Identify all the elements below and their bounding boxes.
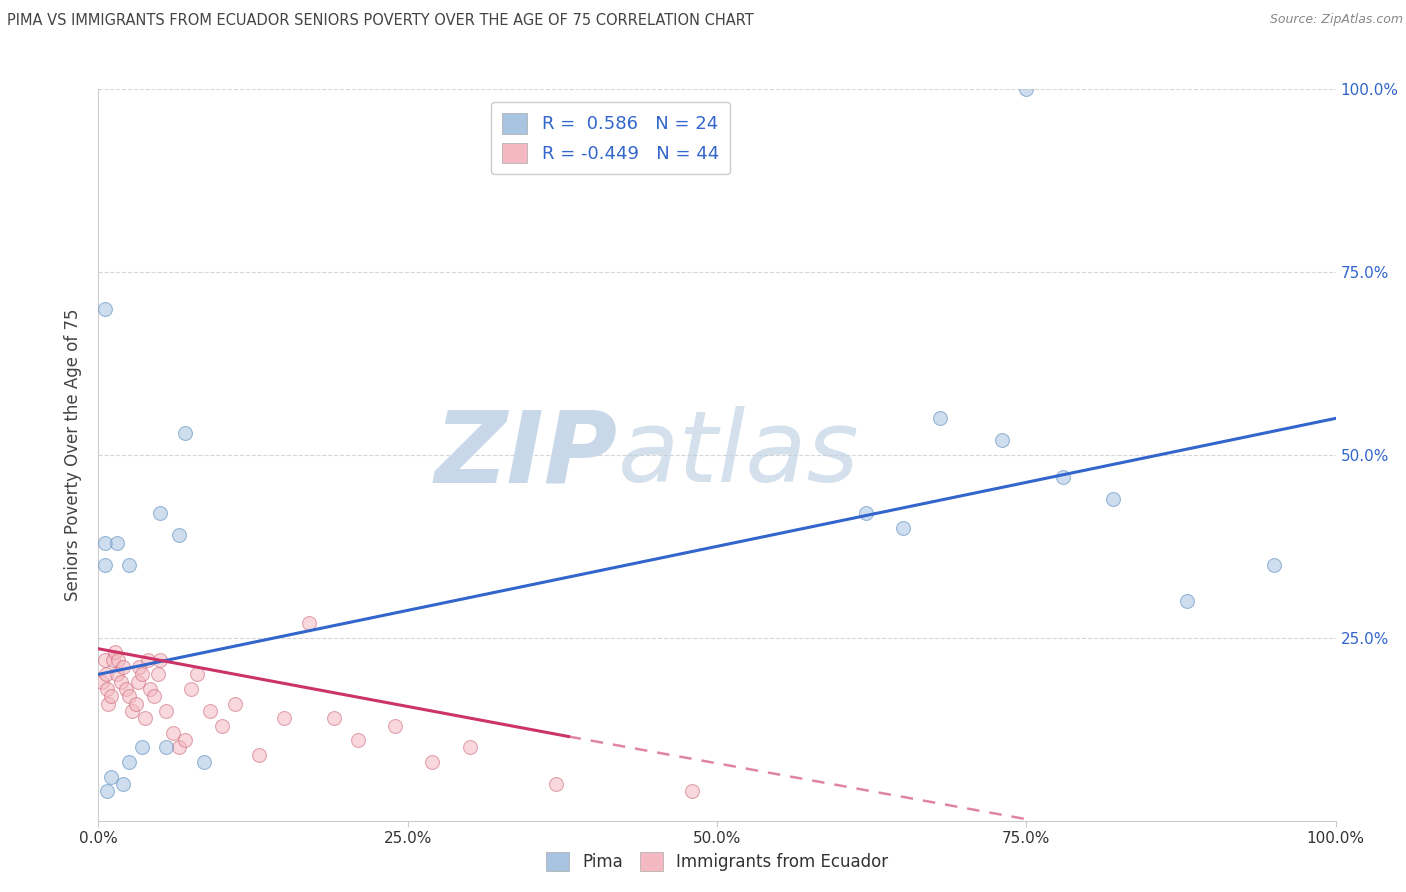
Point: [891, 521, 914, 535]
Point: [118, 755, 141, 769]
Point: [990, 434, 1012, 448]
Text: Source: ZipAtlas.com: Source: ZipAtlas.com: [1270, 13, 1403, 27]
Point: [681, 784, 703, 798]
Point: [91, 674, 114, 689]
Point: [131, 740, 153, 755]
Point: [100, 770, 122, 784]
Point: [94, 667, 117, 681]
Point: [105, 667, 128, 681]
Point: [112, 660, 135, 674]
Point: [103, 645, 125, 659]
Point: [105, 535, 128, 549]
Point: [273, 711, 295, 725]
Point: [96, 681, 118, 696]
Text: PIMA VS IMMIGRANTS FROM ECUADOR SENIORS POVERTY OVER THE AGE OF 75 CORRELATION C: PIMA VS IMMIGRANTS FROM ECUADOR SENIORS …: [7, 13, 754, 29]
Point: [149, 507, 172, 521]
Point: [136, 653, 159, 667]
Point: [422, 755, 444, 769]
Text: ZIP: ZIP: [434, 407, 619, 503]
Point: [224, 697, 246, 711]
Text: atlas: atlas: [619, 407, 859, 503]
Point: [247, 747, 270, 762]
Point: [103, 653, 125, 667]
Point: [180, 681, 202, 696]
Point: [186, 667, 208, 681]
Point: [928, 411, 950, 425]
Point: [143, 690, 166, 704]
Point: [193, 755, 215, 769]
Point: [118, 690, 141, 704]
Point: [298, 616, 321, 631]
Point: [93, 535, 115, 549]
Point: [1052, 470, 1074, 484]
Point: [93, 558, 115, 572]
Point: [458, 740, 481, 755]
Point: [162, 726, 184, 740]
Point: [97, 697, 120, 711]
Legend: Pima, Immigrants from Ecuador: Pima, Immigrants from Ecuador: [538, 846, 896, 878]
Point: [167, 528, 190, 542]
Point: [146, 667, 169, 681]
Point: [155, 740, 177, 755]
Point: [546, 777, 568, 791]
Point: [131, 667, 153, 681]
Point: [110, 674, 132, 689]
Point: [134, 711, 156, 725]
Point: [128, 660, 150, 674]
Point: [855, 507, 877, 521]
Point: [127, 674, 149, 689]
Point: [155, 704, 177, 718]
Point: [107, 653, 129, 667]
Point: [211, 718, 233, 732]
Point: [93, 653, 115, 667]
Point: [100, 690, 122, 704]
Point: [93, 301, 115, 316]
Point: [139, 681, 162, 696]
Point: [174, 733, 197, 747]
Point: [384, 718, 406, 732]
Point: [118, 558, 141, 572]
Point: [1175, 594, 1198, 608]
Point: [1015, 82, 1038, 96]
Point: [1102, 491, 1125, 506]
Point: [167, 740, 190, 755]
Point: [121, 704, 143, 718]
Point: [322, 711, 344, 725]
Point: [198, 704, 221, 718]
Point: [114, 681, 136, 696]
Point: [112, 777, 135, 791]
Point: [124, 697, 146, 711]
Point: [174, 425, 197, 440]
Y-axis label: Seniors Poverty Over the Age of 75: Seniors Poverty Over the Age of 75: [65, 309, 83, 601]
Point: [1263, 558, 1285, 572]
Point: [96, 784, 118, 798]
Point: [347, 733, 370, 747]
Point: [149, 653, 172, 667]
